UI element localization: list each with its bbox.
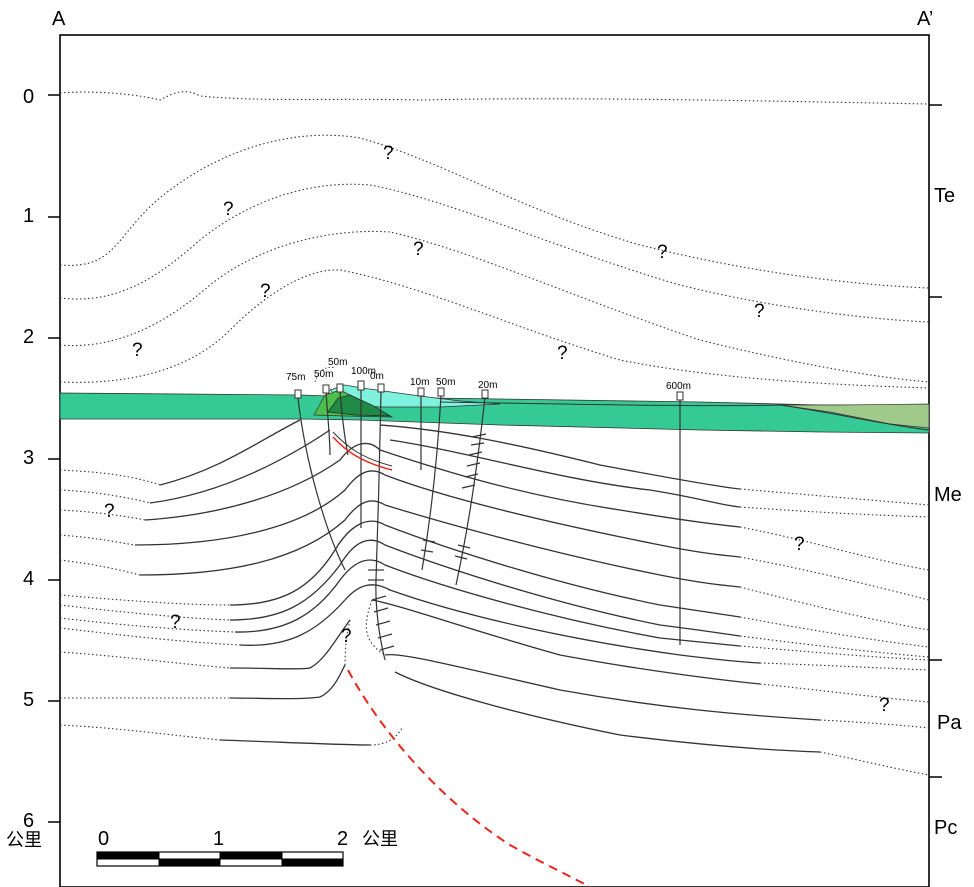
- wellhead-icon: [417, 387, 425, 397]
- wellhead-icon: [357, 380, 365, 391]
- well-label: 75m: [286, 372, 305, 383]
- unknown-marker: ?: [557, 343, 568, 364]
- depth-unit: 公里: [6, 830, 42, 851]
- scale-tick-0: 0: [98, 828, 109, 850]
- red-fault-dashed: [347, 669, 591, 887]
- depth-tick-2: 2: [23, 326, 34, 348]
- well-trajectory: [455, 396, 486, 586]
- well-label: 50m: [328, 357, 347, 368]
- wellhead-icon: [676, 391, 684, 401]
- reservoir-bands: [59, 384, 930, 434]
- red-fault-solid: [332, 436, 393, 471]
- me-horizons: [134, 419, 821, 753]
- olive-green-wedge: [779, 403, 930, 429]
- well-label: 20m: [478, 380, 497, 391]
- dark-green-core: [327, 394, 392, 417]
- formation-me: Me: [934, 484, 962, 506]
- te-horizons: [59, 134, 930, 389]
- wellhead-icon: [377, 383, 385, 393]
- scale-tick-1: 1: [213, 828, 224, 850]
- me-dotted-horizons: [59, 469, 930, 776]
- well-label: 10m: [410, 377, 429, 388]
- unknown-marker: ?: [170, 612, 181, 633]
- scale-tick-2: 2: [337, 828, 348, 850]
- te-unknown-markers: ? ? ? ? ? ? ? ?: [132, 143, 765, 364]
- red-fault-solid-trace: [332, 431, 393, 467]
- wedge-boundary: [439, 401, 930, 431]
- well-labels: 75m 50m 50m 100m 0m 10m 50m 20m 600m: [286, 357, 691, 392]
- depth-axis: [48, 94, 60, 823]
- section-start-label: A: [52, 8, 66, 30]
- unknown-marker: ?: [879, 695, 890, 716]
- surface-line: [59, 91, 930, 105]
- fault-ticks: [368, 433, 487, 651]
- well-label: 100m: [351, 366, 376, 377]
- wellhead-icon: [437, 387, 445, 397]
- me-unknown-markers: ? ? ? ? ?: [104, 501, 890, 716]
- wellhead-icon: [322, 384, 330, 394]
- well-label: 0m: [370, 371, 384, 382]
- unknown-marker: ?: [341, 626, 352, 647]
- formation-pc: Pc: [934, 817, 957, 839]
- well-label: 50m: [436, 377, 455, 388]
- formation-boundaries: [929, 104, 942, 778]
- wellhead-icon: [481, 389, 489, 399]
- well-trajectory: [325, 391, 331, 456]
- unknown-marker: ?: [413, 239, 424, 260]
- unknown-marker: ?: [104, 501, 115, 522]
- leader-dotted: [314, 366, 336, 383]
- unknown-marker: ?: [794, 534, 805, 555]
- wellhead-icon: [294, 389, 302, 399]
- depth-tick-3: 3: [23, 447, 34, 469]
- well-label: 50m: [314, 369, 333, 380]
- unknown-marker: ?: [132, 340, 143, 361]
- depth-tick-0: 0: [23, 86, 34, 108]
- depth-tick-5: 5: [23, 689, 34, 711]
- section-frame: [59, 34, 930, 887]
- formation-te: Te: [934, 185, 955, 207]
- depth-tick-4: 4: [23, 568, 34, 590]
- wellhead-icon: [336, 383, 344, 393]
- wells: [297, 390, 681, 661]
- wellheads: [294, 380, 684, 401]
- unknown-marker: ?: [383, 143, 394, 164]
- unknown-marker: ?: [260, 281, 271, 302]
- well-trajectory: [339, 391, 349, 456]
- scale-unit: 公里: [362, 829, 398, 850]
- well-trajectory: [421, 394, 442, 571]
- section-end-label: A’: [917, 8, 933, 30]
- depth-tick-6: 6: [23, 810, 34, 832]
- unknown-marker: ?: [657, 242, 668, 263]
- well-label: 600m: [666, 381, 691, 392]
- unknown-marker: ?: [754, 301, 765, 322]
- well-trajectory: [375, 391, 386, 661]
- scale-bar: [96, 851, 344, 867]
- formation-pa: Pa: [937, 712, 962, 734]
- well-trajectory: [297, 397, 346, 571]
- depth-tick-1: 1: [23, 205, 34, 227]
- unknown-marker: ?: [223, 199, 234, 220]
- sea-green-band: [59, 392, 930, 434]
